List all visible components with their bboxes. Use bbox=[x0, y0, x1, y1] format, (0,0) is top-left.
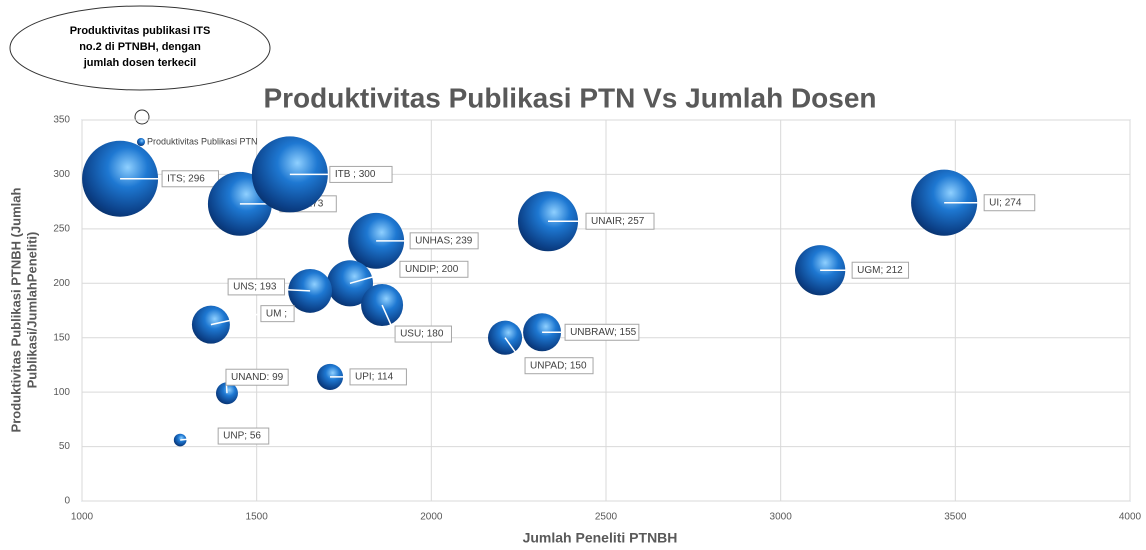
label-box bbox=[564, 323, 640, 341]
y-axis-title: Publikasi/JumlahPeneliti) bbox=[24, 232, 39, 389]
label-box bbox=[394, 325, 452, 343]
leader-line bbox=[210, 312, 262, 326]
label-box bbox=[227, 278, 286, 296]
data-label: UGM; 212 bbox=[857, 265, 903, 276]
data-label: UI; 274 bbox=[989, 197, 1022, 208]
data-label: UNDIP; 200 bbox=[405, 264, 459, 275]
y-tick-label: 200 bbox=[53, 278, 70, 289]
data-label: UNP; 56 bbox=[223, 431, 261, 442]
label-box bbox=[329, 165, 393, 183]
data-label: UNAIR; 257 bbox=[591, 216, 645, 227]
y-tick-label: 0 bbox=[64, 496, 70, 507]
y-axis-title: Produktivitas Publikasi PTNBH (Jumlah bbox=[8, 188, 23, 433]
label-box bbox=[409, 232, 479, 250]
data-label: UNAND: 99 bbox=[231, 372, 284, 383]
data-label: ITB ; 300 bbox=[335, 169, 376, 180]
data-label: UNHAS; 239 bbox=[415, 235, 473, 246]
data-label: UM ; bbox=[266, 308, 287, 319]
label-box bbox=[524, 357, 594, 375]
x-axis-title: Jumlah Peneliti PTNBH bbox=[523, 530, 678, 546]
label-box bbox=[399, 260, 469, 278]
y-tick-label: 50 bbox=[59, 441, 71, 452]
label-box bbox=[851, 261, 910, 279]
label-box bbox=[349, 368, 407, 386]
y-tick-label: 300 bbox=[53, 169, 70, 180]
data-label: UPI; 114 bbox=[355, 372, 394, 383]
label-box bbox=[225, 368, 289, 386]
y-tick-label: 250 bbox=[53, 223, 70, 234]
legend-marker bbox=[137, 138, 145, 146]
x-tick-label: 1500 bbox=[246, 512, 269, 523]
data-label: UNPAD; 150 bbox=[530, 360, 587, 371]
label-box bbox=[260, 305, 295, 323]
label-box bbox=[585, 212, 655, 230]
data-label: ITS; 296 bbox=[167, 173, 205, 184]
leader-line bbox=[180, 435, 219, 441]
label-box bbox=[217, 427, 270, 445]
chart-title: Produktivitas Publikasi PTN Vs Jumlah Do… bbox=[263, 82, 876, 113]
x-tick-label: 4000 bbox=[1119, 512, 1142, 523]
label-box bbox=[161, 170, 219, 188]
x-tick-label: 3500 bbox=[944, 512, 967, 523]
y-tick-label: 100 bbox=[53, 387, 70, 398]
data-label: UNBRAW; 155 bbox=[570, 327, 637, 338]
x-tick-label: 2000 bbox=[420, 512, 443, 523]
y-tick-label: 150 bbox=[53, 332, 70, 343]
leader-line bbox=[504, 337, 526, 367]
label-box bbox=[983, 194, 1036, 212]
y-tick-label: 350 bbox=[53, 115, 70, 126]
bubble bbox=[288, 268, 333, 313]
x-tick-label: 3000 bbox=[770, 512, 793, 523]
legend-label: Produktivitas Publikasi PTN bbox=[147, 136, 258, 146]
data-label: USU; 180 bbox=[400, 329, 444, 340]
x-tick-label: 1000 bbox=[71, 512, 94, 523]
x-tick-label: 2500 bbox=[595, 512, 618, 523]
annotation: no.2 di PTNBH, dengan bbox=[79, 41, 201, 53]
leader-line bbox=[349, 268, 401, 285]
annotation: jumlah dosen terkecil bbox=[83, 57, 196, 69]
leader-line bbox=[381, 304, 396, 335]
data-label: UNS; 193 bbox=[233, 282, 277, 293]
annotation: Produktivitas publikasi ITS bbox=[70, 25, 211, 37]
